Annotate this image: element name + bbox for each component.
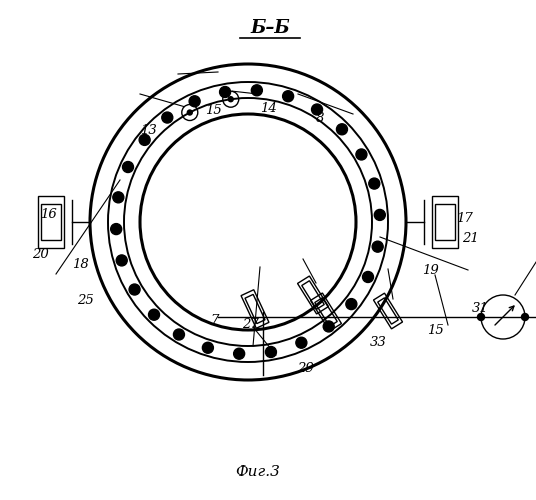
Text: 33: 33	[370, 336, 386, 348]
Circle shape	[129, 284, 140, 295]
Circle shape	[372, 241, 383, 252]
Circle shape	[174, 329, 184, 340]
Circle shape	[346, 298, 357, 310]
Text: 19: 19	[422, 264, 438, 276]
Circle shape	[296, 337, 307, 348]
Circle shape	[203, 342, 213, 353]
Text: 21: 21	[461, 232, 478, 244]
Circle shape	[337, 124, 347, 135]
Circle shape	[187, 110, 192, 115]
Text: 20: 20	[32, 248, 48, 262]
Circle shape	[478, 314, 485, 320]
Circle shape	[356, 149, 367, 160]
Text: 31: 31	[472, 302, 488, 314]
Text: 15: 15	[427, 324, 443, 336]
Bar	[38, 196, 64, 248]
Circle shape	[189, 96, 200, 107]
Circle shape	[113, 192, 124, 203]
Circle shape	[139, 134, 150, 145]
Text: 8: 8	[316, 112, 324, 124]
Circle shape	[162, 112, 173, 123]
Bar	[41, 204, 61, 240]
Text: 25: 25	[77, 294, 93, 306]
Circle shape	[123, 162, 133, 172]
Text: Фиг.3: Фиг.3	[235, 465, 280, 479]
Text: 17: 17	[456, 212, 472, 224]
Circle shape	[311, 104, 323, 115]
Circle shape	[374, 210, 385, 220]
Text: 14: 14	[259, 102, 277, 114]
Circle shape	[282, 90, 294, 102]
Text: 7: 7	[211, 314, 219, 326]
Text: 27: 27	[242, 318, 258, 332]
Circle shape	[323, 321, 334, 332]
Circle shape	[220, 86, 230, 98]
Circle shape	[265, 346, 277, 358]
Circle shape	[362, 272, 374, 282]
Circle shape	[522, 314, 528, 320]
Circle shape	[228, 96, 233, 102]
Text: 15: 15	[205, 104, 221, 117]
Bar	[435, 204, 455, 240]
Text: 13: 13	[139, 124, 157, 136]
Text: 18: 18	[72, 258, 88, 272]
Circle shape	[111, 224, 122, 234]
Bar	[432, 196, 458, 248]
Circle shape	[148, 309, 160, 320]
Circle shape	[251, 85, 262, 96]
Circle shape	[116, 255, 127, 266]
Circle shape	[234, 348, 244, 359]
Text: Б–Б: Б–Б	[250, 19, 290, 37]
Text: 29: 29	[296, 362, 314, 374]
Text: 16: 16	[40, 208, 56, 222]
Circle shape	[369, 178, 380, 189]
